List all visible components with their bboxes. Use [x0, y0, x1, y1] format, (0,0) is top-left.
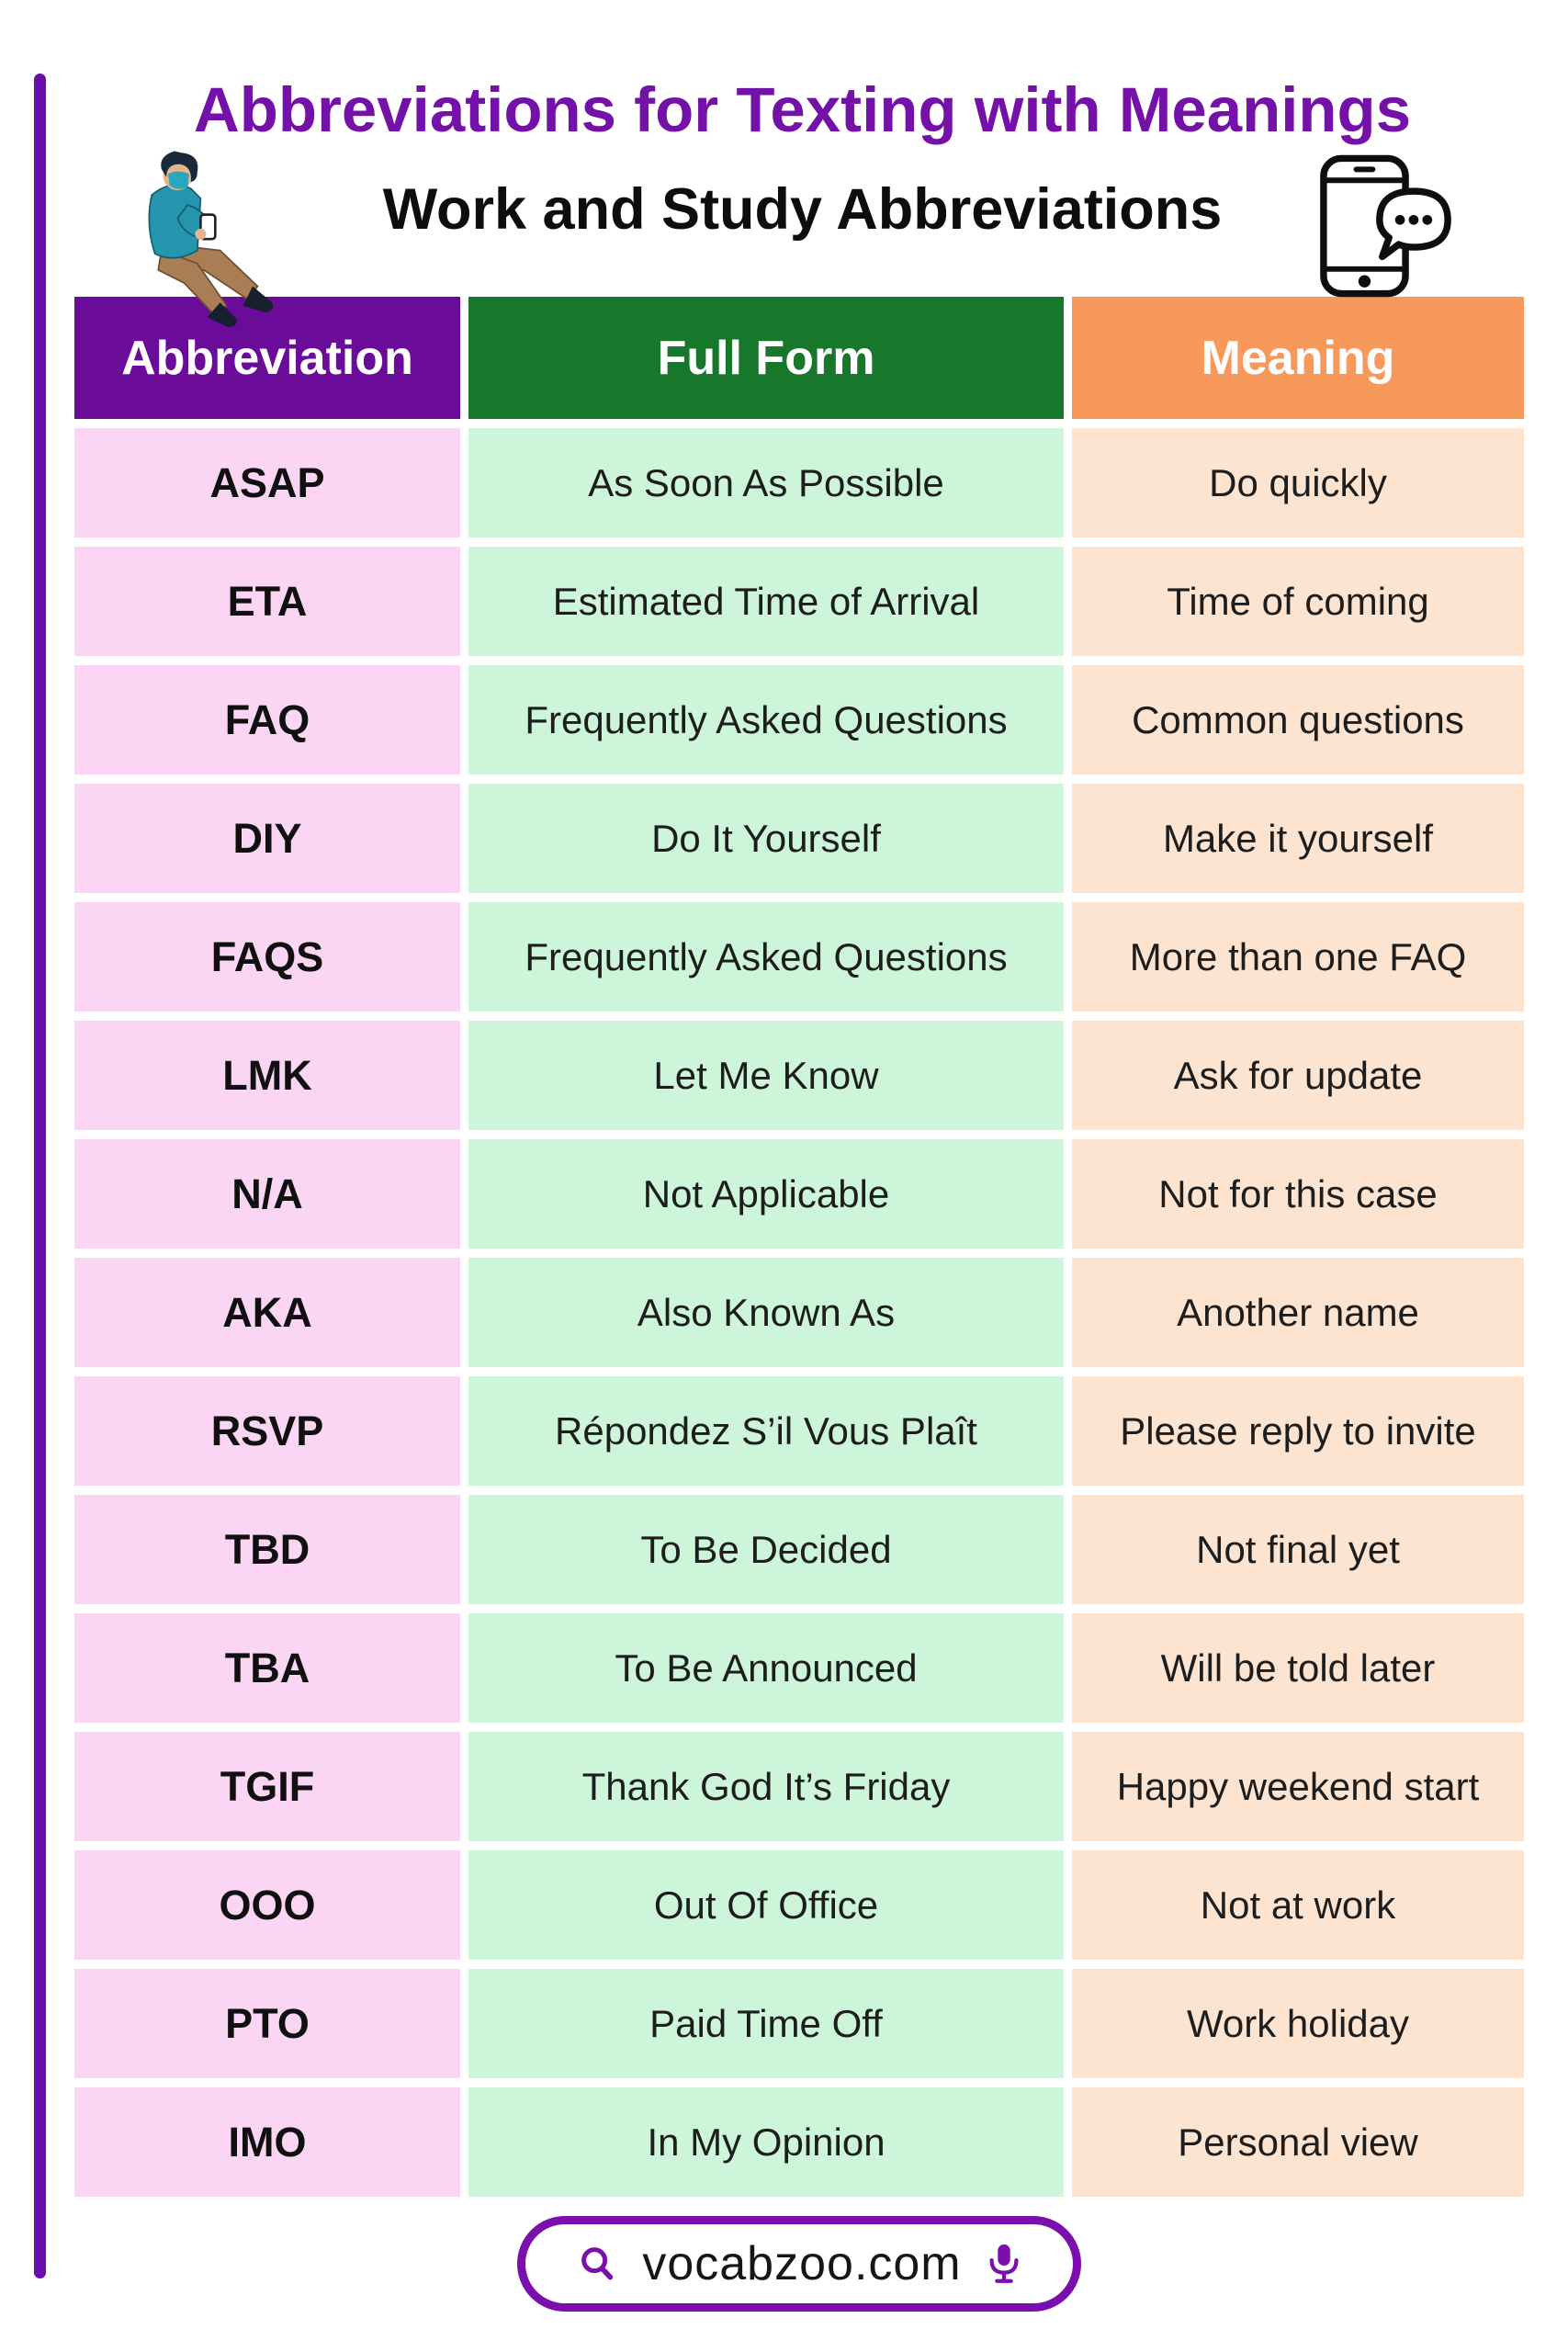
table-row: DIY Do It Yourself Make it yourself — [74, 784, 1524, 893]
cell-meaning: Work holiday — [1072, 1969, 1524, 2078]
column-header-abbreviation: Abbreviation — [74, 297, 460, 419]
cell-full-form: Not Applicable — [468, 1139, 1064, 1249]
cell-full-form: Frequently Asked Questions — [468, 902, 1064, 1012]
table-row: AKA Also Known As Another name — [74, 1258, 1524, 1367]
cell-full-form: Out Of Office — [468, 1850, 1064, 1960]
cell-abbreviation: FAQ — [74, 665, 460, 775]
table-row: IMO In My Opinion Personal view — [74, 2087, 1524, 2197]
cell-abbreviation: DIY — [74, 784, 460, 893]
cell-abbreviation: AKA — [74, 1258, 460, 1367]
cell-meaning: Another name — [1072, 1258, 1524, 1367]
cell-meaning: Will be told later — [1072, 1613, 1524, 1723]
cell-full-form: Thank God It’s Friday — [468, 1732, 1064, 1841]
cell-meaning: Not for this case — [1072, 1139, 1524, 1249]
cell-full-form: Paid Time Off — [468, 1969, 1064, 2078]
cell-full-form: To Be Announced — [468, 1613, 1064, 1723]
cell-meaning: Time of coming — [1072, 547, 1524, 656]
table-row: ASAP As Soon As Possible Do quickly — [74, 428, 1524, 537]
cell-full-form: Répondez S’il Vous Plaît — [468, 1376, 1064, 1486]
cell-abbreviation: FAQS — [74, 902, 460, 1012]
cell-full-form: To Be Decided — [468, 1495, 1064, 1604]
cell-meaning: Happy weekend start — [1072, 1732, 1524, 1841]
website-url: vocabzoo.com — [642, 2237, 962, 2290]
search-icon — [581, 2247, 614, 2280]
table-row: ETA Estimated Time of Arrival Time of comi… — [74, 547, 1524, 656]
cell-full-form: Do It Yourself — [468, 784, 1064, 893]
cell-meaning: Do quickly — [1072, 428, 1524, 537]
cell-abbreviation: IMO — [74, 2087, 460, 2197]
cell-full-form: In My Opinion — [468, 2087, 1064, 2197]
cell-full-form: Frequently Asked Questions — [468, 665, 1064, 775]
cell-meaning: Not final yet — [1072, 1495, 1524, 1604]
table-row: TBA To Be Announced Will be told later — [74, 1613, 1524, 1723]
abbreviations-table: Abbreviation Full Form Meaning ASAP As So… — [74, 297, 1524, 2197]
cell-abbreviation: ASAP — [74, 428, 460, 537]
table-header-row: Abbreviation Full Form Meaning — [74, 297, 1524, 419]
cell-abbreviation: TBD — [74, 1495, 460, 1604]
table-row: LMK Let Me Know Ask for update — [74, 1021, 1524, 1130]
website-badge[interactable]: vocabzoo.com — [517, 2216, 1081, 2312]
table-row: FAQS Frequently Asked Questions More than … — [74, 902, 1524, 1012]
table-row: PTO Paid Time Off Work holiday — [74, 1969, 1524, 2078]
cell-abbreviation: LMK — [74, 1021, 460, 1130]
table-row: TBD To Be Decided Not final yet — [74, 1495, 1524, 1604]
microphone-icon — [989, 2244, 1019, 2283]
cell-meaning: Personal view — [1072, 2087, 1524, 2197]
cell-abbreviation: N/A — [74, 1139, 460, 1249]
cell-abbreviation: TBA — [74, 1613, 460, 1723]
cell-full-form: Estimated Time of Arrival — [468, 547, 1064, 656]
accent-bar — [34, 74, 46, 2278]
cell-abbreviation: TGIF — [74, 1732, 460, 1841]
cell-meaning: Make it yourself — [1072, 784, 1524, 893]
page-subtitle: Work and Study Abbreviations — [382, 177, 1223, 242]
cell-meaning: Please reply to invite — [1072, 1376, 1524, 1486]
cell-full-form: Let Me Know — [468, 1021, 1064, 1130]
phone-chat-icon — [1320, 154, 1451, 298]
cell-meaning: Ask for update — [1072, 1021, 1524, 1130]
table-row: TGIF Thank God It’s Friday Happy weekend s… — [74, 1732, 1524, 1841]
cell-meaning: Common questions — [1072, 665, 1524, 775]
table-row: RSVP Répondez S’il Vous Plaît Please reply… — [74, 1376, 1524, 1486]
cell-abbreviation: ETA — [74, 547, 460, 656]
table-row: N/A Not Applicable Not for this case — [74, 1139, 1524, 1249]
cell-full-form: Also Known As — [468, 1258, 1064, 1367]
column-header-full-form: Full Form — [468, 297, 1064, 419]
table-row: OOO Out Of Office Not at work — [74, 1850, 1524, 1960]
cell-abbreviation: RSVP — [74, 1376, 460, 1486]
table-row: FAQ Frequently Asked Questions Common ques… — [74, 665, 1524, 775]
cell-abbreviation: OOO — [74, 1850, 460, 1960]
person-texting-illustration — [148, 151, 274, 327]
cell-meaning: Not at work — [1072, 1850, 1524, 1960]
cell-meaning: More than one FAQ — [1072, 902, 1524, 1012]
page-title: Abbreviations for Texting with Meanings — [193, 74, 1412, 145]
cell-abbreviation: PTO — [74, 1969, 460, 2078]
column-header-meaning: Meaning — [1072, 297, 1524, 419]
cell-full-form: As Soon As Possible — [468, 428, 1064, 537]
